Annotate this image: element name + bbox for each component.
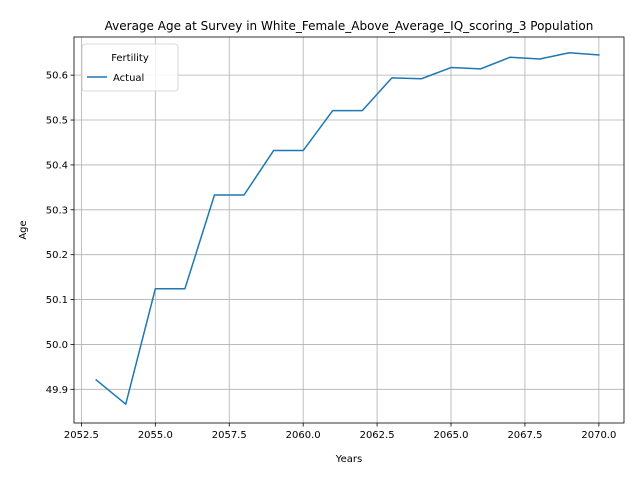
- x-tick-label: 2057.5: [212, 430, 247, 441]
- y-axis-label: Age: [18, 220, 29, 239]
- grid-lines: [74, 37, 624, 423]
- legend-label-actual: Actual: [113, 73, 144, 84]
- x-tick-label: 2052.5: [64, 430, 99, 441]
- x-tick-label: 2055.0: [138, 430, 173, 441]
- y-tick-label: 50.4: [46, 160, 68, 171]
- y-tick-label: 50.1: [46, 295, 68, 306]
- legend-box: [81, 43, 179, 92]
- series-layer: [95, 51, 600, 405]
- y-tick-label: 50.2: [46, 250, 68, 261]
- legend-title: Fertility: [111, 53, 149, 64]
- x-tick-label: 2062.5: [360, 430, 395, 441]
- y-tick-label: 50.0: [46, 340, 68, 351]
- y-tick-label: 50.3: [46, 205, 68, 216]
- y-tick-label: 49.9: [46, 385, 68, 396]
- y-tick-label: 50.6: [46, 71, 68, 82]
- chart-title: Average Age at Survey in White_Female_Ab…: [105, 19, 594, 33]
- series-line-actual: [95, 51, 600, 405]
- x-axis-label: Years: [335, 454, 362, 465]
- y-axis: 49.9 50.0 50.1 50.2 50.3 50.4 50.5 50.6: [46, 71, 74, 396]
- x-tick-label: 2070.0: [581, 430, 616, 441]
- x-tick-label: 2067.5: [507, 430, 542, 441]
- y-tick-label: 50.5: [46, 116, 68, 127]
- legend: Fertility Actual: [81, 43, 179, 92]
- plot-frame: [73, 36, 625, 424]
- x-tick-label: 2060.0: [286, 430, 321, 441]
- x-axis: 2052.5 2055.0 2057.5 2060.0 2062.5 2065.0 2067…: [64, 423, 616, 441]
- x-tick-label: 2065.0: [434, 430, 469, 441]
